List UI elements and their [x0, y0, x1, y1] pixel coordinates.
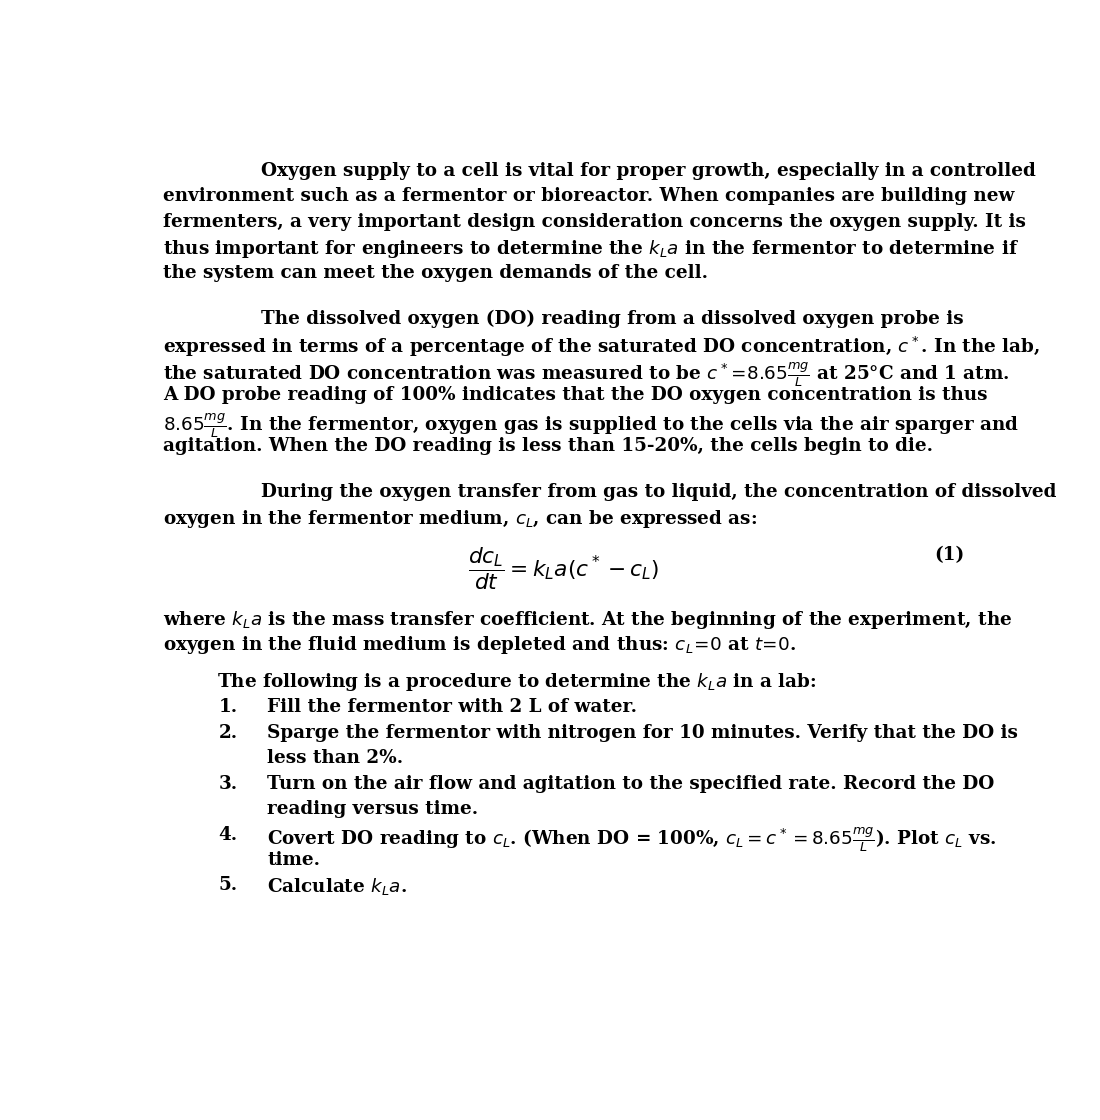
Text: 1.: 1.: [219, 699, 238, 717]
Text: environment such as a fermentor or bioreactor. When companies are building new: environment such as a fermentor or biore…: [163, 187, 1014, 205]
Text: Oxygen supply to a cell is vital for proper growth, especially in a controlled: Oxygen supply to a cell is vital for pro…: [261, 162, 1036, 180]
Text: The dissolved oxygen (DO) reading from a dissolved oxygen probe is: The dissolved oxygen (DO) reading from a…: [261, 309, 964, 328]
Text: agitation. When the DO reading is less than 15-20%, the cells begin to die.: agitation. When the DO reading is less t…: [163, 437, 933, 455]
Text: less than 2%.: less than 2%.: [267, 749, 404, 767]
Text: 3.: 3.: [219, 775, 238, 793]
Text: expressed in terms of a percentage of the saturated DO concentration, $c^*$. In : expressed in terms of a percentage of th…: [163, 335, 1041, 360]
Text: time.: time.: [267, 851, 320, 869]
Text: A DO probe reading of 100% indicates that the DO oxygen concentration is thus: A DO probe reading of 100% indicates tha…: [163, 385, 988, 404]
Text: (1): (1): [934, 545, 965, 563]
Text: where $k_La$ is the mass transfer coefficient. At the beginning of the experimen: where $k_La$ is the mass transfer coeffi…: [163, 609, 1012, 631]
Text: oxygen in the fermentor medium, $c_L$, can be expressed as:: oxygen in the fermentor medium, $c_L$, c…: [163, 508, 757, 530]
Text: 2.: 2.: [219, 724, 238, 741]
Text: Fill the fermentor with 2 L of water.: Fill the fermentor with 2 L of water.: [267, 699, 637, 717]
Text: Turn on the air flow and agitation to the specified rate. Record the DO: Turn on the air flow and agitation to th…: [267, 775, 994, 793]
Text: $8.65\frac{mg}{L}$. In the fermentor, oxygen gas is supplied to the cells via th: $8.65\frac{mg}{L}$. In the fermentor, ox…: [163, 411, 1020, 440]
Text: reading versus time.: reading versus time.: [267, 800, 478, 819]
Text: thus important for engineers to determine the $k_La$ in the fermentor to determi: thus important for engineers to determin…: [163, 239, 1019, 260]
Text: 5.: 5.: [219, 877, 238, 895]
Text: $\dfrac{dc_L}{dt} = k_La(c^*-c_L)$: $\dfrac{dc_L}{dt} = k_La(c^*-c_L)$: [469, 545, 659, 592]
Text: fermenters, a very important design consideration concerns the oxygen supply. It: fermenters, a very important design cons…: [163, 213, 1026, 231]
Text: Calculate $k_La$.: Calculate $k_La$.: [267, 877, 407, 897]
Text: the system can meet the oxygen demands of the cell.: the system can meet the oxygen demands o…: [163, 264, 708, 282]
Text: the saturated DO concentration was measured to be $c^*\!=\!8.65\frac{mg}{L}$ at : the saturated DO concentration was measu…: [163, 361, 1010, 389]
Text: Covert DO reading to $c_L$. (When DO = 100%, $c_L=c^*=8.65\frac{mg}{L}$). Plot $: Covert DO reading to $c_L$. (When DO = 1…: [267, 825, 997, 855]
Text: 4.: 4.: [219, 825, 238, 843]
Text: oxygen in the fluid medium is depleted and thus: $c_L\!=\!0$ at $t\!=\!0$.: oxygen in the fluid medium is depleted a…: [163, 634, 796, 656]
Text: Sparge the fermentor with nitrogen for 10 minutes. Verify that the DO is: Sparge the fermentor with nitrogen for 1…: [267, 724, 1018, 741]
Text: The following is a procedure to determine the $k_La$ in a lab:: The following is a procedure to determin…: [217, 671, 816, 693]
Text: During the oxygen transfer from gas to liquid, the concentration of dissolved: During the oxygen transfer from gas to l…: [261, 483, 1056, 501]
